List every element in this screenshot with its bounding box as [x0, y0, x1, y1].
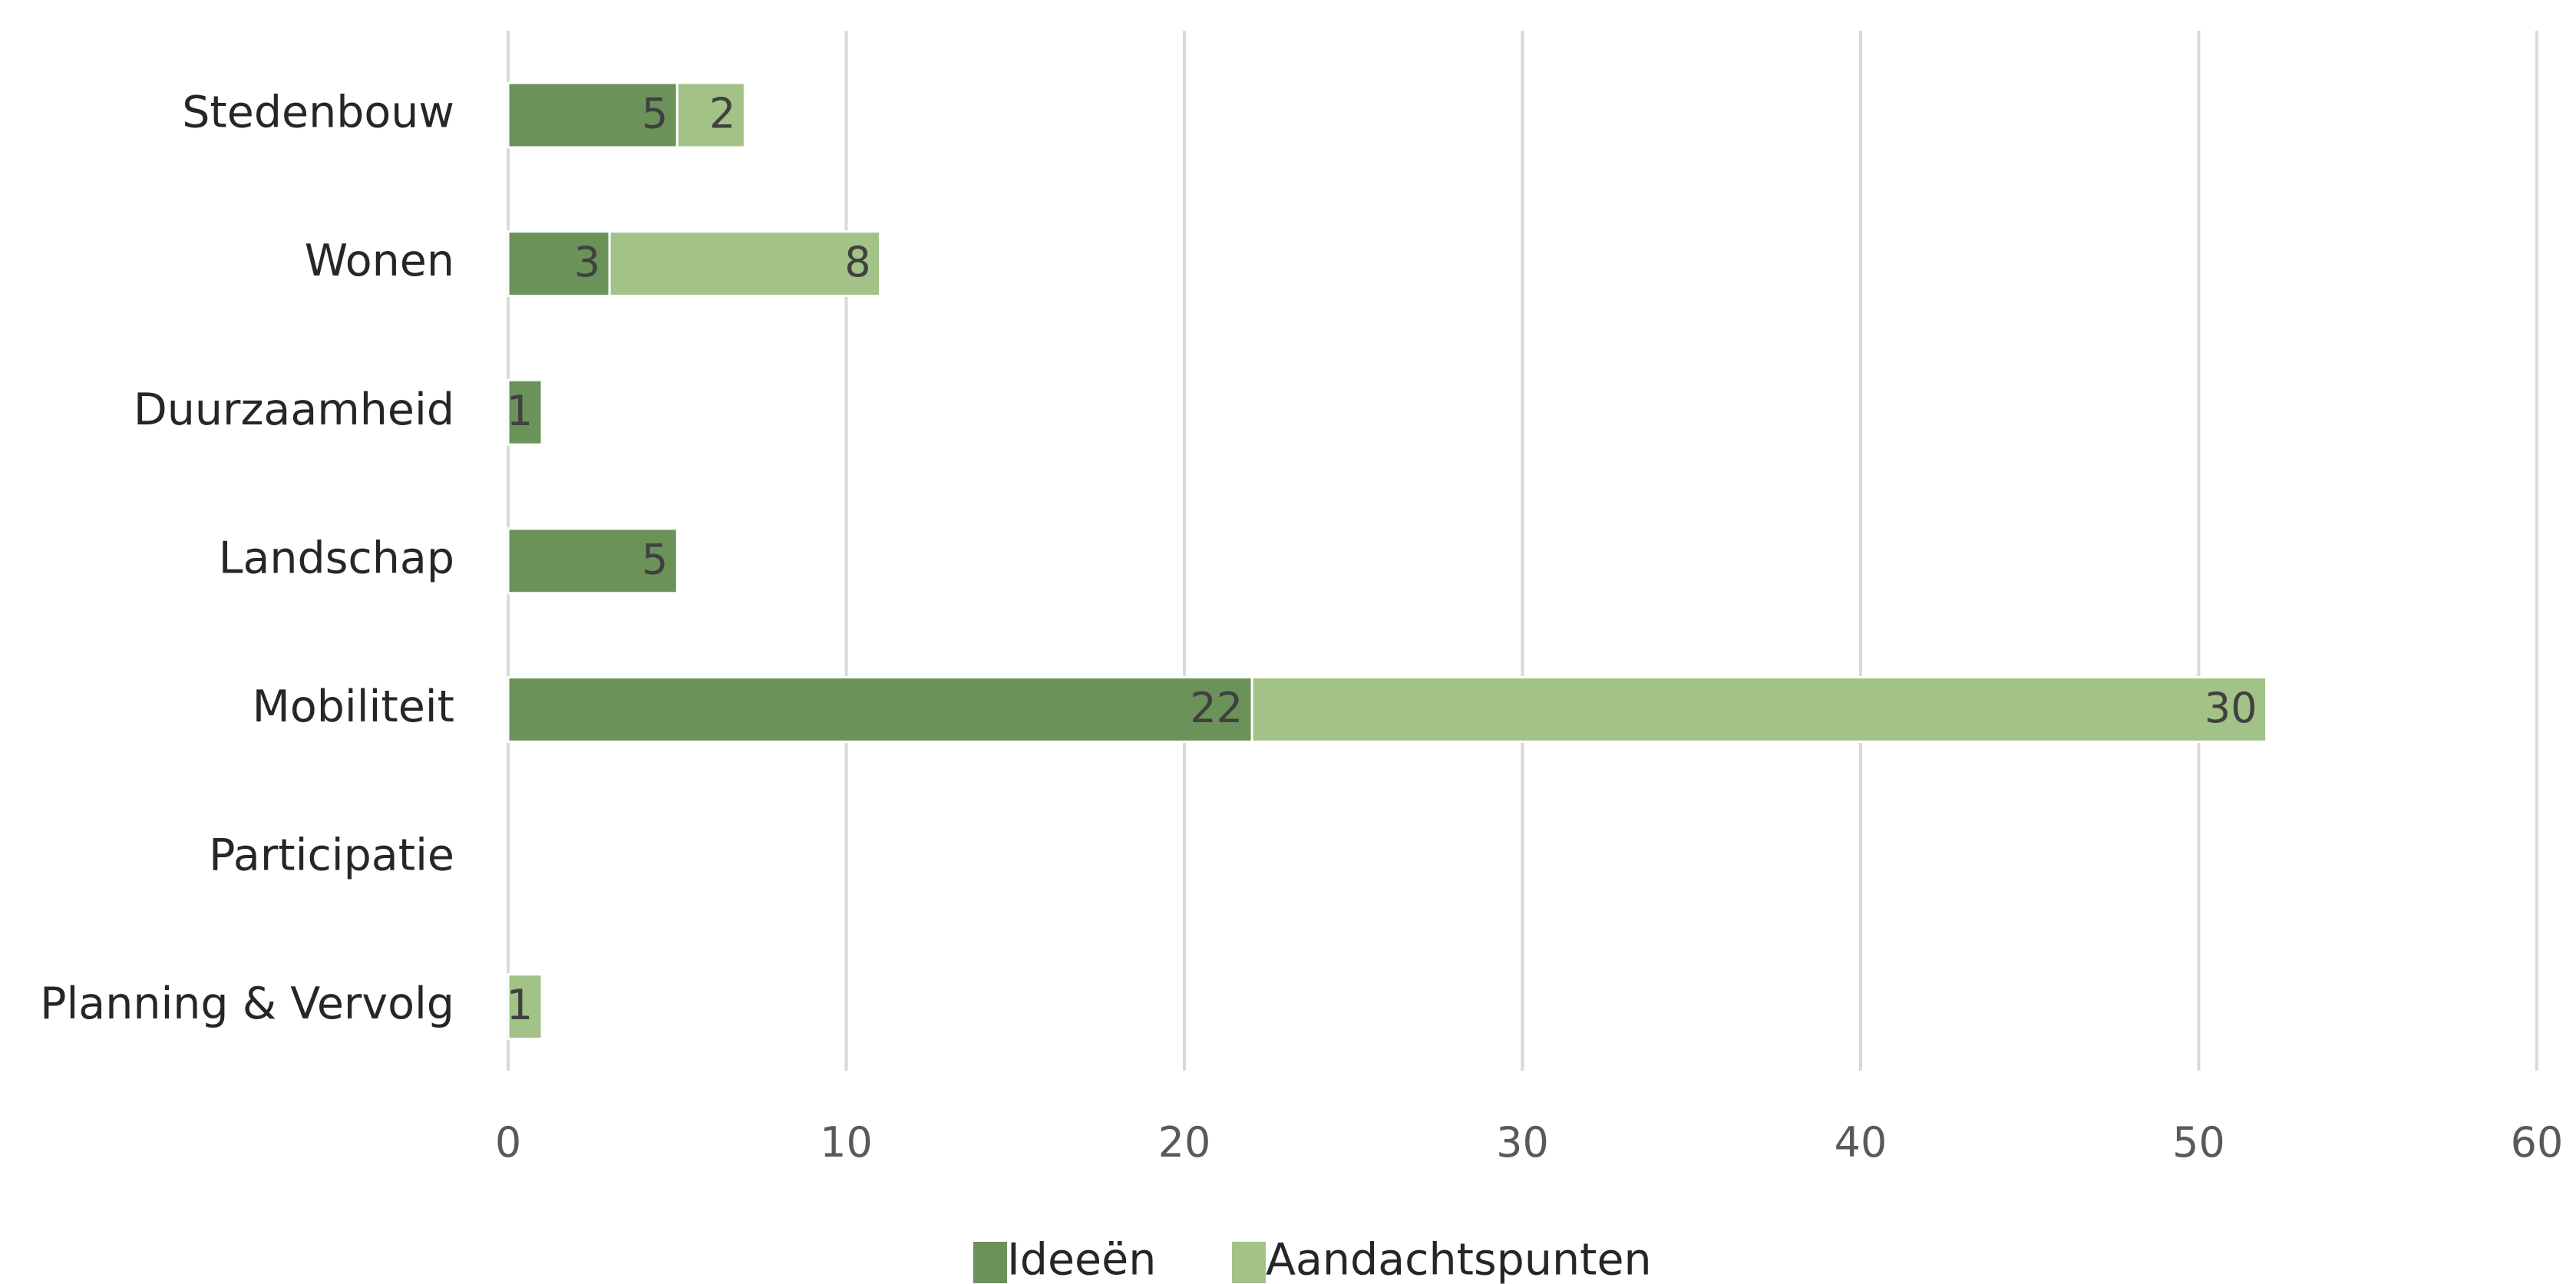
x-tick-label: 0 — [495, 1118, 521, 1167]
legend-swatch — [1232, 1242, 1266, 1283]
x-tick-label: 60 — [2511, 1118, 2564, 1167]
category-labels: Stedenbouw Wonen Duurzaamheid Landschap Mobi… — [40, 87, 454, 1030]
gridlines — [507, 31, 2538, 1071]
data-label: 5 — [642, 90, 668, 138]
bar-segment — [608, 230, 882, 298]
category-label: Duurzaamheid — [134, 385, 454, 435]
data-label: 8 — [844, 238, 870, 286]
x-tick-label: 20 — [1158, 1118, 1211, 1167]
data-label: 2 — [709, 90, 735, 138]
data-label: 30 — [2204, 684, 2257, 732]
data-label: 3 — [574, 238, 600, 286]
bar-segment — [507, 527, 679, 595]
x-tick-labels: 0 10 20 30 40 50 60 — [495, 1118, 2564, 1167]
bar-segment — [507, 230, 611, 298]
category-label: Planning & Vervolg — [40, 979, 454, 1029]
x-tick-label: 40 — [1835, 1118, 1887, 1167]
category-label: Mobiliteit — [253, 682, 454, 732]
legend-label: Aandachtspunten — [1266, 1235, 1652, 1284]
category-label: Participatie — [209, 830, 454, 881]
category-label: Landschap — [219, 533, 454, 583]
data-label: 1 — [507, 387, 533, 435]
legend-swatch — [973, 1242, 1007, 1283]
data-label: 1 — [507, 981, 533, 1029]
bar-segment — [675, 81, 746, 149]
data-label: 22 — [1190, 684, 1243, 732]
bar-segment — [1250, 675, 2268, 743]
bar-segment — [507, 81, 679, 149]
legend: Ideeën Aandachtspunten — [973, 1235, 1652, 1284]
bar-segment — [507, 675, 1253, 743]
bar-segment — [507, 973, 543, 1041]
category-label: Stedenbouw — [182, 87, 454, 138]
data-label: 5 — [642, 535, 668, 583]
x-tick-label: 50 — [2172, 1118, 2225, 1167]
x-tick-label: 10 — [820, 1118, 873, 1167]
bar-segment — [507, 378, 543, 446]
category-label: Wonen — [305, 236, 454, 286]
x-tick-label: 30 — [1496, 1118, 1549, 1167]
legend-label: Ideeën — [1007, 1235, 1156, 1284]
